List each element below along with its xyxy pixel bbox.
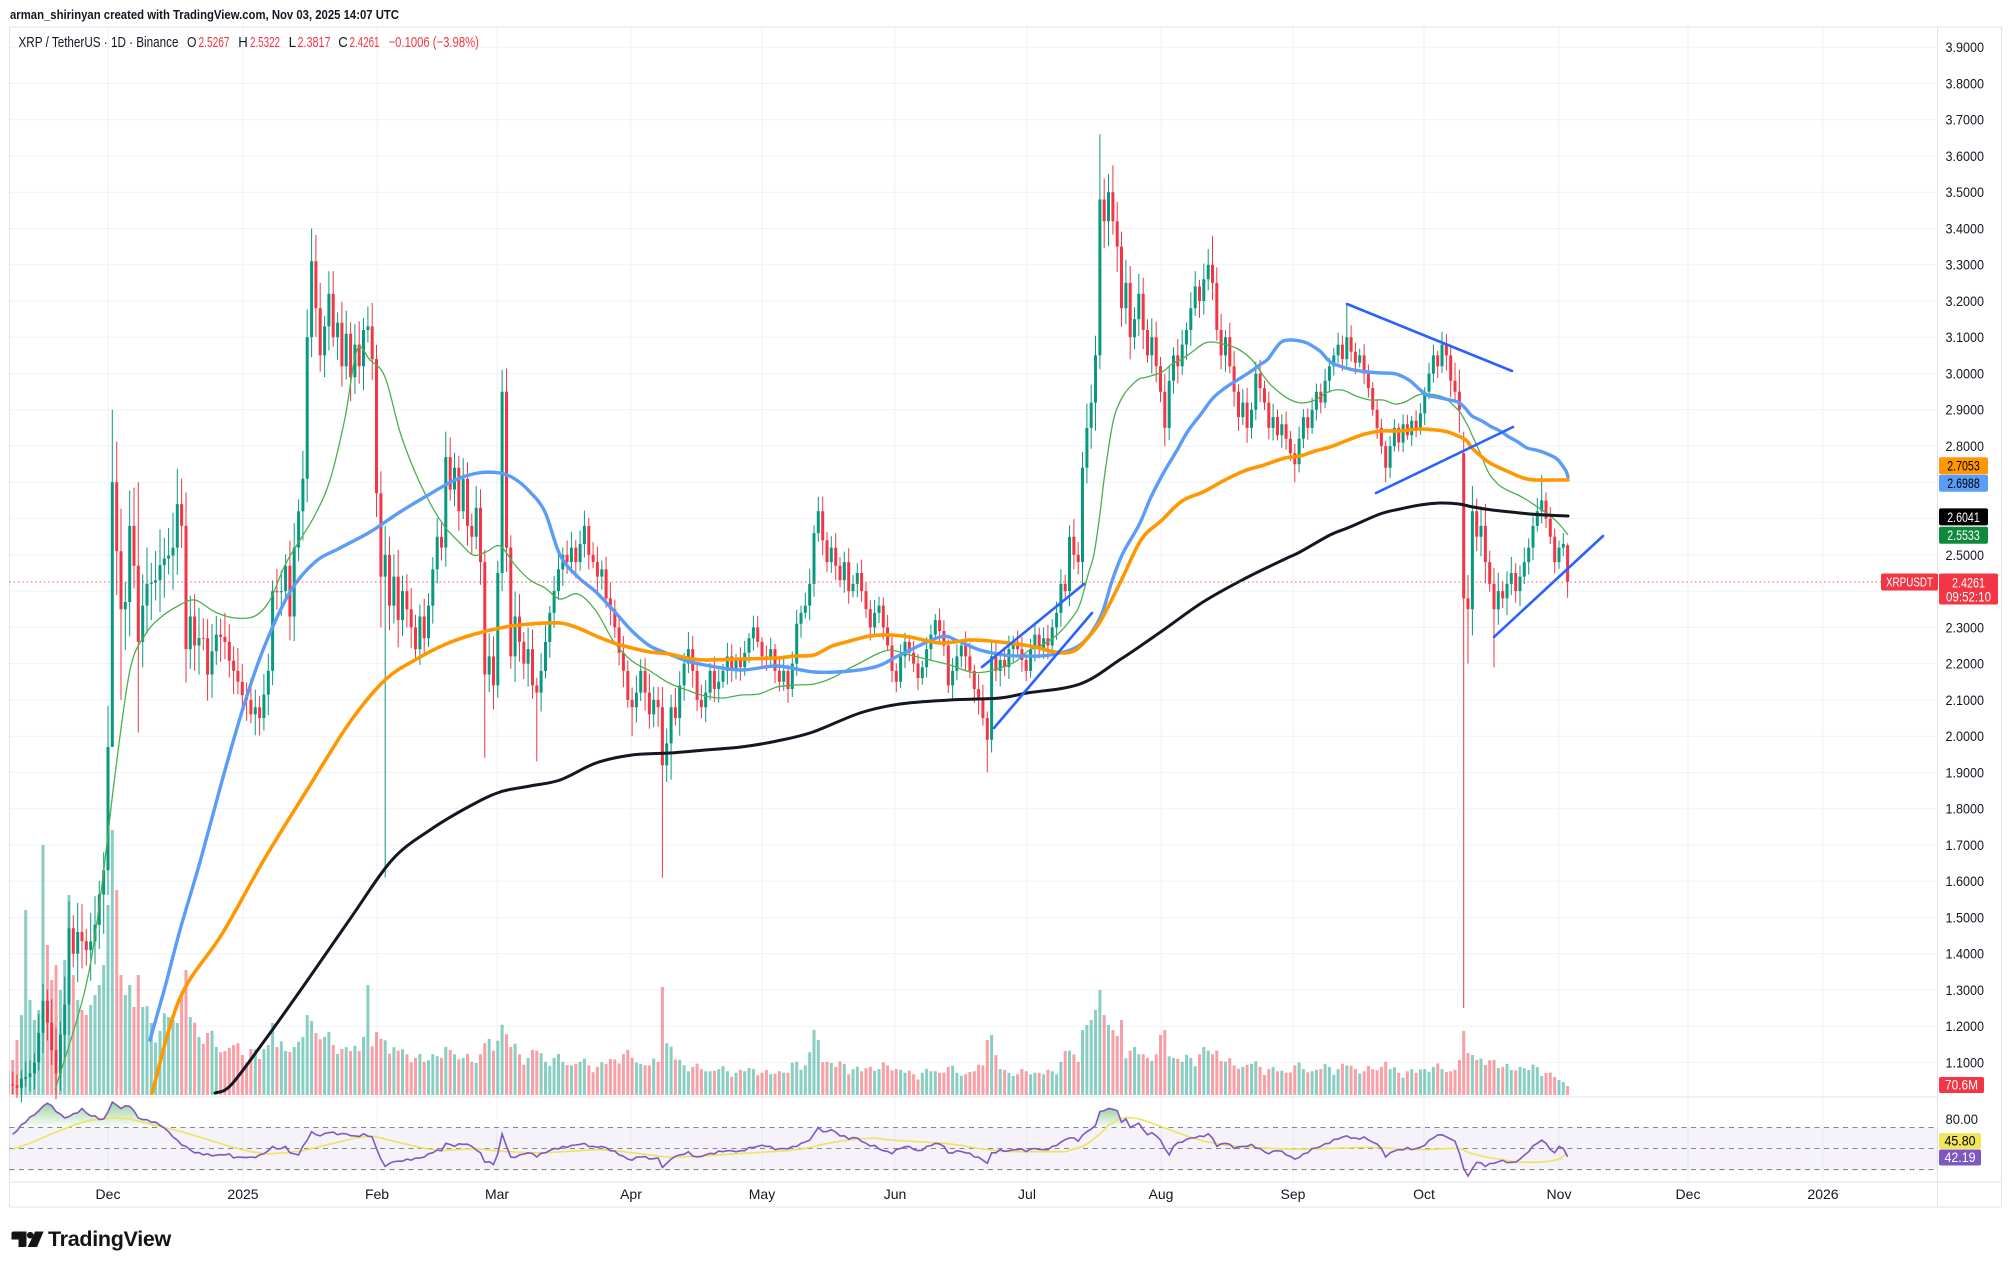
svg-text:45.80: 45.80	[1945, 1134, 1976, 1149]
svg-text:H: H	[238, 34, 248, 51]
svg-text:2.7053: 2.7053	[1947, 458, 1980, 474]
svg-text:1.4000: 1.4000	[1946, 946, 1985, 962]
svg-text:2.4261: 2.4261	[1952, 575, 1985, 591]
svg-text:2.5000: 2.5000	[1946, 547, 1985, 563]
svg-text:3.0000: 3.0000	[1946, 366, 1985, 382]
svg-text:1.6000: 1.6000	[1946, 873, 1985, 889]
svg-text:Feb: Feb	[365, 1186, 389, 1202]
svg-text:Jun: Jun	[884, 1186, 907, 1202]
svg-text:O: O	[187, 34, 197, 51]
svg-text:3.7000: 3.7000	[1946, 112, 1985, 128]
svg-text:2.8000: 2.8000	[1946, 438, 1985, 454]
svg-text:XRPUSDT: XRPUSDT	[1886, 576, 1933, 590]
svg-text:XRP / TetherUS · 1D · Binance: XRP / TetherUS · 1D · Binance	[19, 34, 179, 51]
svg-text:2.0000: 2.0000	[1946, 728, 1985, 744]
svg-text:3.8000: 3.8000	[1946, 75, 1985, 91]
svg-text:2.5322: 2.5322	[250, 34, 280, 51]
svg-text:1.5000: 1.5000	[1946, 909, 1985, 925]
svg-text:2.5533: 2.5533	[1947, 527, 1980, 543]
svg-text:3.5000: 3.5000	[1946, 184, 1985, 200]
svg-text:3.1000: 3.1000	[1946, 329, 1985, 345]
svg-text:2.3817: 2.3817	[298, 34, 331, 51]
svg-text:Aug: Aug	[1149, 1186, 1174, 1202]
svg-text:1.3000: 1.3000	[1946, 982, 1985, 998]
svg-text:Jul: Jul	[1018, 1186, 1036, 1202]
svg-text:2025: 2025	[227, 1186, 258, 1202]
svg-text:1.1000: 1.1000	[1946, 1054, 1985, 1070]
svg-text:09:52:10: 09:52:10	[1946, 589, 1991, 605]
svg-text:TradingView: TradingView	[48, 1227, 172, 1251]
svg-text:2.3000: 2.3000	[1946, 619, 1985, 635]
svg-text:2.4261: 2.4261	[350, 34, 380, 51]
svg-text:80.00: 80.00	[1946, 1111, 1979, 1127]
svg-text:3.4000: 3.4000	[1946, 220, 1985, 236]
svg-text:Dec: Dec	[96, 1186, 121, 1202]
svg-text:2.9000: 2.9000	[1946, 402, 1985, 418]
svg-text:Nov: Nov	[1547, 1186, 1572, 1202]
svg-text:−0.1006 (−3.98%): −0.1006 (−3.98%)	[389, 34, 479, 51]
svg-text:1.7000: 1.7000	[1946, 837, 1985, 853]
svg-text:3.2000: 3.2000	[1946, 293, 1985, 309]
svg-text:2.6041: 2.6041	[1947, 509, 1980, 525]
svg-text:3.6000: 3.6000	[1946, 148, 1985, 164]
svg-text:2.6988: 2.6988	[1947, 475, 1980, 491]
svg-text:Oct: Oct	[1413, 1186, 1435, 1202]
svg-text:arman_shirinyan created with T: arman_shirinyan created with TradingView…	[10, 8, 399, 22]
svg-text:2.5267: 2.5267	[199, 34, 230, 51]
svg-text:Mar: Mar	[485, 1186, 509, 1202]
svg-text:2026: 2026	[1807, 1186, 1838, 1202]
svg-text:3.9000: 3.9000	[1946, 39, 1985, 55]
svg-text:1.2000: 1.2000	[1946, 1018, 1985, 1034]
svg-text:C: C	[338, 34, 348, 51]
svg-text:Apr: Apr	[620, 1186, 642, 1202]
svg-text:Sep: Sep	[1281, 1186, 1306, 1202]
svg-text:L: L	[289, 34, 297, 51]
svg-text:May: May	[749, 1186, 775, 1202]
svg-text:2.1000: 2.1000	[1946, 692, 1985, 708]
svg-text:1.8000: 1.8000	[1946, 801, 1985, 817]
svg-text:3.3000: 3.3000	[1946, 257, 1985, 273]
svg-text:1.9000: 1.9000	[1946, 764, 1985, 780]
svg-text:42.19: 42.19	[1945, 1150, 1976, 1165]
svg-text:70.6M: 70.6M	[1945, 1078, 1978, 1093]
svg-text:2.2000: 2.2000	[1946, 656, 1985, 672]
svg-text:Dec: Dec	[1676, 1186, 1701, 1202]
